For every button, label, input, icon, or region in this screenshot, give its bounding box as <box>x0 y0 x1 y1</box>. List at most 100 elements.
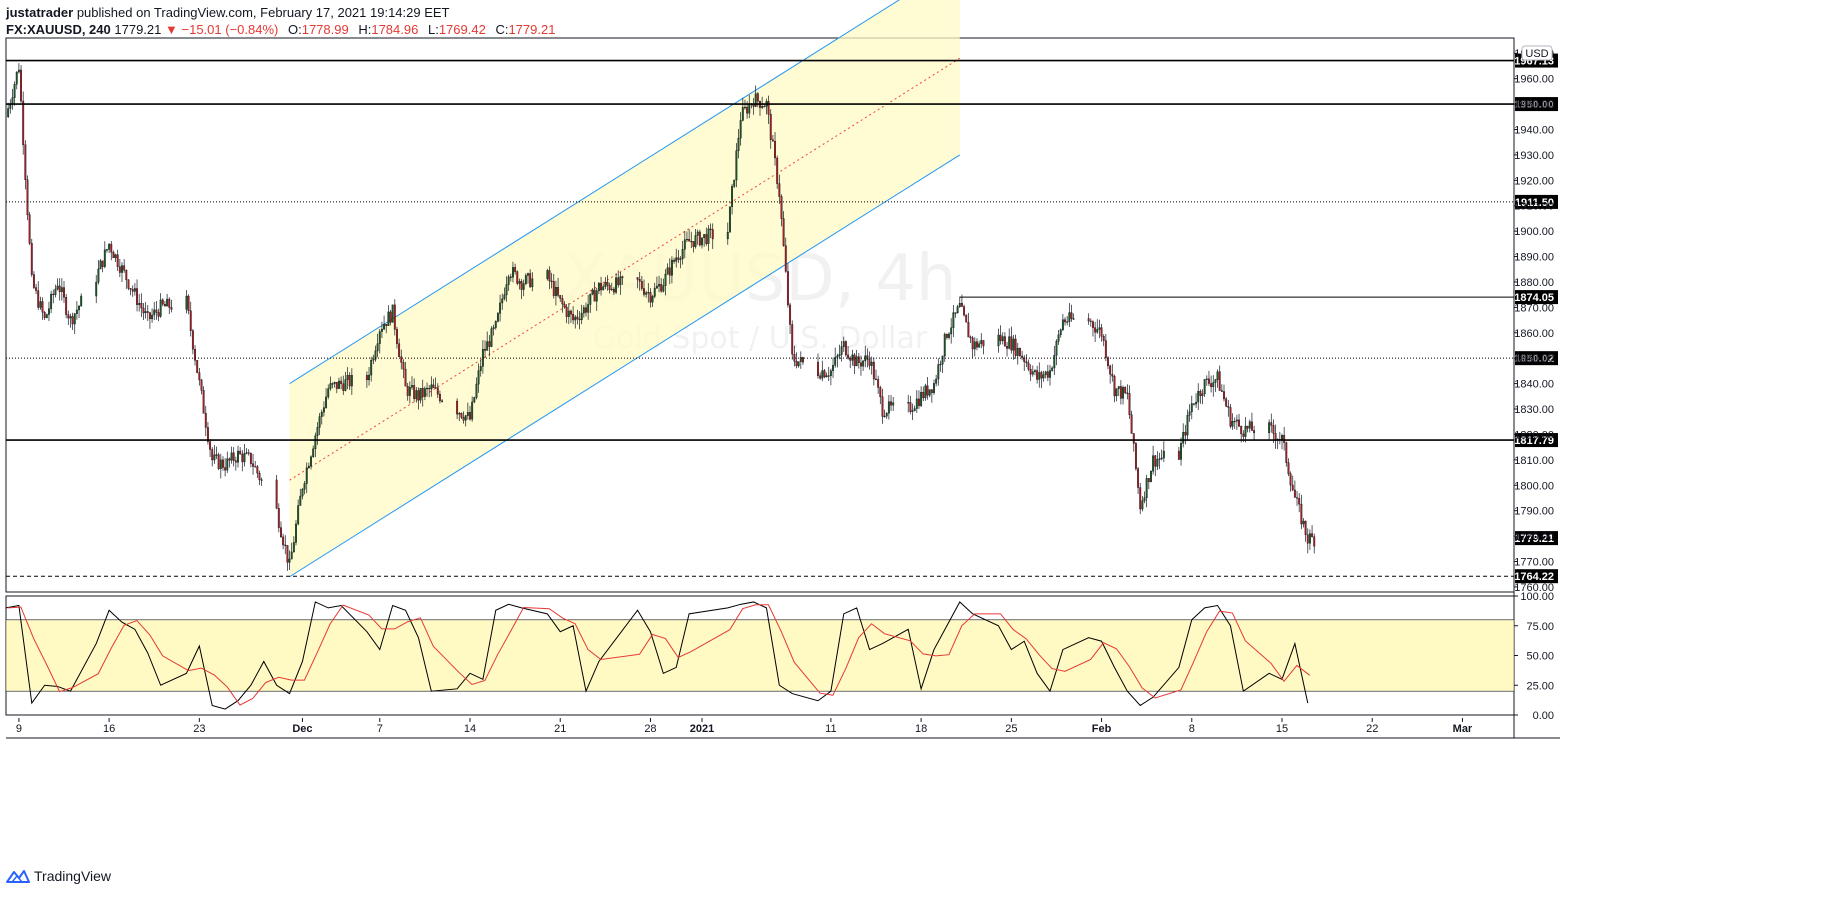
candle-body <box>331 383 334 385</box>
candle-body <box>516 271 519 284</box>
footer-brand[interactable]: TradingView <box>6 868 111 884</box>
candle-body <box>679 258 682 260</box>
price-tick-label: 1950.00 <box>1514 99 1554 111</box>
candle-body <box>578 318 581 321</box>
candle-body <box>168 298 171 308</box>
candle-body <box>1281 435 1283 441</box>
resistance-tag <box>1515 290 1558 305</box>
high-value: 1784.96 <box>371 22 419 37</box>
candle-body <box>1274 433 1277 441</box>
candle-body <box>138 302 141 305</box>
candle-body <box>1036 370 1039 380</box>
price-tick-label: 1840.00 <box>1514 379 1554 391</box>
candle-body <box>1147 478 1150 482</box>
candle-body <box>1246 425 1249 429</box>
candle-body <box>664 273 667 286</box>
candle-body <box>1300 503 1303 525</box>
stochastic-tick-label: 100.00 <box>1520 591 1554 603</box>
candle-body <box>413 385 416 399</box>
candle-body <box>881 396 884 417</box>
candle-body <box>778 183 781 197</box>
candle-body <box>1064 319 1066 323</box>
candle-body <box>696 231 699 236</box>
candle-body <box>213 454 216 461</box>
candle-body <box>1231 421 1234 427</box>
candle-body <box>1104 340 1107 358</box>
level-tag <box>1515 569 1558 584</box>
candle-body <box>406 385 409 396</box>
candle-body <box>1195 401 1198 405</box>
candle-body <box>1016 347 1019 356</box>
candle-body <box>1291 484 1294 491</box>
candle-body <box>69 316 72 319</box>
candle-body <box>1025 361 1028 364</box>
candle-body <box>335 382 338 389</box>
candle-body <box>254 466 257 468</box>
candle-body <box>58 285 61 293</box>
candle-body <box>151 314 154 320</box>
candle-body <box>346 375 349 380</box>
candle-body <box>748 103 751 114</box>
candle-body <box>600 282 602 291</box>
candle-body <box>580 312 583 321</box>
candle-body <box>146 311 149 313</box>
candle-body <box>606 281 609 286</box>
candle-body <box>1223 391 1225 400</box>
candle-body <box>426 387 428 390</box>
candle-body <box>245 452 248 454</box>
candle-body <box>522 283 525 290</box>
candle-body <box>965 314 968 323</box>
candle-body <box>705 234 708 244</box>
candle-body <box>333 382 336 384</box>
candle-body <box>1184 431 1187 436</box>
candle-body <box>1272 425 1275 434</box>
time-tick-label: 22 <box>1366 723 1378 735</box>
currency-badge <box>1521 45 1553 61</box>
candle-body <box>1057 334 1060 342</box>
candle-body <box>1059 329 1062 336</box>
time-tick-label: Feb <box>1092 723 1112 735</box>
candle-body <box>387 311 390 326</box>
candle-body <box>557 287 560 296</box>
author-name[interactable]: justatrader <box>6 5 74 20</box>
currency-badge-label: USD <box>1525 48 1548 60</box>
candle-body <box>35 287 38 291</box>
candle-body <box>866 355 869 360</box>
candle-body <box>875 378 877 380</box>
candle-body <box>20 69 22 102</box>
candle-body <box>1094 327 1097 333</box>
candle-body <box>1014 338 1017 356</box>
candle-body <box>930 389 933 393</box>
stochastic-band <box>6 619 1514 692</box>
candle-body <box>95 281 98 297</box>
candle-body <box>1044 371 1047 376</box>
candle-body <box>1188 411 1191 416</box>
candle-body <box>1018 347 1021 357</box>
candle-body <box>602 286 605 291</box>
candle-body <box>870 361 873 366</box>
candle-body <box>464 415 467 421</box>
candle-body <box>136 288 138 305</box>
candle-body <box>677 257 680 260</box>
candle-body <box>97 268 100 283</box>
candle-body <box>232 452 235 461</box>
price-tick-label: 1920.00 <box>1514 175 1554 187</box>
candle-body <box>1180 443 1182 460</box>
candle-body <box>681 249 684 260</box>
candle-body <box>890 401 892 406</box>
brand-name: TradingView <box>34 868 112 884</box>
candle-body <box>400 356 403 363</box>
candle-body <box>574 316 577 321</box>
candle-body <box>378 331 381 344</box>
candle-body <box>288 558 291 563</box>
candle-body <box>909 402 912 412</box>
time-tick-label: Dec <box>292 723 312 735</box>
candle-body <box>935 378 938 384</box>
candle-body <box>737 137 740 151</box>
candle-body <box>877 379 880 388</box>
candle-body <box>211 449 214 461</box>
candle-body <box>198 372 201 381</box>
candle-body <box>1308 533 1311 544</box>
candle-body <box>50 293 53 309</box>
